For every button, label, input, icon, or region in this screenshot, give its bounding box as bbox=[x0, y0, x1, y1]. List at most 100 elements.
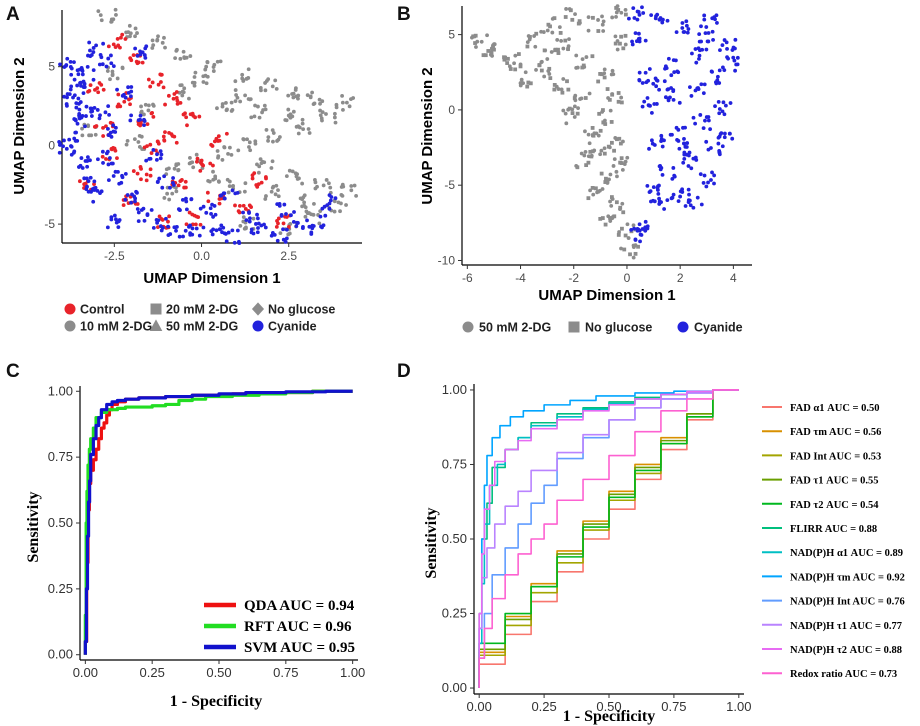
scatter-point bbox=[201, 225, 206, 230]
scatter-point bbox=[665, 87, 670, 92]
scatter-point bbox=[241, 78, 246, 82]
scatter-point bbox=[160, 185, 165, 190]
scatter-point bbox=[537, 63, 542, 68]
scatter-point bbox=[276, 216, 281, 221]
scatter-point bbox=[614, 14, 618, 19]
scatter-point bbox=[229, 109, 234, 113]
scatter-point bbox=[642, 99, 647, 104]
scatter-point bbox=[668, 95, 672, 100]
scatter-point bbox=[122, 99, 127, 104]
scatter-point bbox=[647, 146, 651, 151]
scatter-point bbox=[185, 123, 189, 128]
scatter-point bbox=[659, 165, 664, 170]
scatter-point bbox=[269, 189, 274, 194]
scatter-point bbox=[120, 32, 125, 37]
scatter-point bbox=[662, 207, 667, 211]
scatter-point bbox=[608, 219, 613, 223]
scatter-point bbox=[526, 80, 531, 85]
scatter-point bbox=[143, 55, 148, 60]
scatter-point bbox=[119, 180, 124, 185]
scatter-point bbox=[85, 64, 90, 69]
scatter-point bbox=[685, 30, 690, 35]
scatter-point bbox=[174, 185, 178, 190]
scatter-point bbox=[145, 213, 150, 218]
scatter-point bbox=[557, 25, 562, 30]
scatter-point bbox=[645, 96, 650, 100]
scatter-point bbox=[187, 96, 191, 101]
scatter-point bbox=[616, 8, 621, 12]
scatter-point bbox=[582, 153, 587, 158]
legend-label: QDA AUC = 0.94 bbox=[244, 598, 355, 614]
scatter-point bbox=[237, 241, 242, 245]
scatter-point bbox=[680, 26, 685, 30]
scatter-point bbox=[479, 39, 484, 44]
scatter-point bbox=[273, 192, 278, 197]
scatter-point bbox=[347, 104, 352, 109]
legend-label: NAD(P)H τm AUC = 0.92 bbox=[790, 572, 905, 583]
scatter-point bbox=[133, 46, 138, 51]
scatter-point bbox=[112, 146, 117, 151]
legend-key bbox=[149, 319, 163, 331]
legend-label: NAD(P)H τ2 AUC = 0.88 bbox=[790, 645, 902, 656]
scatter-point bbox=[65, 103, 69, 108]
scatter-point bbox=[248, 97, 252, 102]
roc-curve bbox=[478, 389, 739, 689]
panel-c-legend: QDA AUC = 0.94 RFT AUC = 0.96 SVM AUC = 0.… bbox=[204, 598, 355, 656]
scatter-point bbox=[733, 37, 738, 42]
scatter-point bbox=[605, 87, 610, 91]
scatter-point bbox=[676, 199, 681, 204]
scatter-point bbox=[103, 110, 108, 115]
scatter-point bbox=[704, 139, 709, 144]
roc-curve bbox=[478, 389, 739, 689]
panel-label-b: B bbox=[397, 4, 411, 25]
y-tick-label: 0.25 bbox=[442, 606, 467, 621]
scatter-point bbox=[270, 159, 275, 164]
scatter-point bbox=[318, 214, 323, 219]
x-tick-label: 0.75 bbox=[273, 665, 298, 680]
scatter-point bbox=[491, 45, 495, 49]
scatter-point bbox=[158, 156, 163, 161]
scatter-point bbox=[80, 72, 85, 77]
scatter-point bbox=[318, 101, 322, 106]
scatter-point bbox=[696, 46, 701, 51]
scatter-point bbox=[519, 77, 524, 82]
scatter-point bbox=[97, 62, 102, 67]
scatter-point bbox=[325, 203, 330, 208]
scatter-point bbox=[129, 89, 134, 94]
scatter-point bbox=[104, 64, 109, 69]
scatter-point bbox=[713, 104, 717, 109]
scatter-point bbox=[109, 61, 114, 66]
scatter-point bbox=[276, 137, 281, 142]
scatter-point bbox=[175, 98, 180, 103]
legend-label: NAD(P)H Int AUC = 0.76 bbox=[790, 597, 905, 608]
scatter-point bbox=[568, 8, 573, 13]
scatter-point bbox=[547, 72, 552, 76]
scatter-point bbox=[651, 198, 655, 203]
scatter-point bbox=[77, 113, 81, 118]
scatter-point bbox=[586, 196, 591, 201]
scatter-point bbox=[227, 145, 232, 150]
scatter-point bbox=[587, 141, 592, 146]
scatter-point bbox=[154, 157, 159, 162]
scatter-point bbox=[590, 149, 595, 154]
scatter-point bbox=[681, 30, 686, 34]
scatter-point bbox=[608, 199, 612, 204]
scatter-point bbox=[111, 129, 116, 134]
scatter-point bbox=[489, 50, 494, 55]
scatter-point bbox=[665, 198, 670, 203]
scatter-point bbox=[65, 92, 70, 96]
scatter-point bbox=[250, 173, 255, 178]
scatter-point bbox=[623, 42, 628, 47]
scatter-point bbox=[98, 52, 103, 57]
scatter-point bbox=[671, 166, 676, 170]
scatter-point bbox=[124, 142, 129, 147]
scatter-point bbox=[635, 17, 640, 22]
scatter-point bbox=[192, 213, 197, 218]
scatter-point bbox=[91, 50, 96, 54]
scatter-point bbox=[291, 219, 296, 224]
scatter-point bbox=[149, 208, 154, 212]
scatter-point bbox=[237, 210, 242, 215]
scatter-point bbox=[148, 84, 153, 89]
scatter-point bbox=[68, 64, 73, 69]
